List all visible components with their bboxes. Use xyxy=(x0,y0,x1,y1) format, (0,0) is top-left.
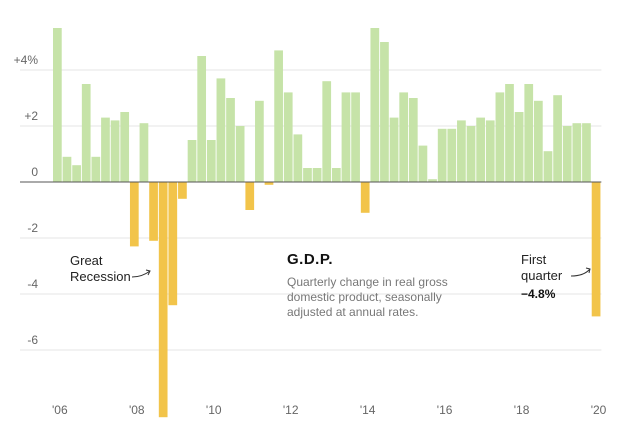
bar xyxy=(110,120,120,182)
first-quarter-label-line1: First xyxy=(521,252,547,267)
x-tick-label: '20 xyxy=(591,403,607,417)
bars-group xyxy=(53,28,601,418)
bar xyxy=(245,182,255,210)
bar xyxy=(293,134,303,182)
bar xyxy=(418,145,428,182)
recession-arrowhead xyxy=(145,269,151,276)
bar xyxy=(197,56,207,182)
recession-label-line1: Great xyxy=(70,253,103,268)
bar xyxy=(322,81,332,182)
y-tick-label: -6 xyxy=(27,333,38,347)
bar xyxy=(216,78,226,182)
y-tick-label: +2 xyxy=(24,109,38,123)
bar xyxy=(582,123,591,182)
bar xyxy=(428,179,437,182)
bar xyxy=(331,168,341,182)
y-tick-label: -2 xyxy=(27,221,38,235)
bar xyxy=(255,100,264,182)
bar xyxy=(178,182,187,199)
bar xyxy=(591,182,601,317)
bar xyxy=(360,182,370,213)
bar xyxy=(495,92,505,182)
bar xyxy=(139,123,149,182)
first-quarter-label-line2: quarter xyxy=(521,268,563,283)
bar xyxy=(399,92,409,182)
x-tick-label: '06 xyxy=(52,403,68,417)
bar xyxy=(553,95,562,182)
bar xyxy=(149,182,158,241)
bar xyxy=(562,126,572,182)
bar xyxy=(72,165,81,182)
x-axis-ticks: '06 '08 '10 '12 '14 '16 '18 '20 xyxy=(52,403,607,417)
bar xyxy=(341,92,351,182)
bar xyxy=(389,117,399,182)
bar xyxy=(534,100,543,182)
bar xyxy=(158,182,168,418)
bar xyxy=(408,98,418,182)
bar xyxy=(62,156,72,182)
recession-label-line2: Recession xyxy=(70,269,131,284)
y-tick-label: +4% xyxy=(14,53,39,67)
bar xyxy=(264,182,274,185)
bar xyxy=(543,151,553,182)
bar xyxy=(81,84,91,182)
bar xyxy=(274,50,283,183)
x-tick-label: '10 xyxy=(206,403,222,417)
bar xyxy=(235,126,245,182)
bar xyxy=(120,112,130,182)
first-quarter-arrow xyxy=(570,268,591,277)
x-tick-label: '16 xyxy=(437,403,453,417)
bar xyxy=(505,84,514,182)
bar xyxy=(370,28,380,182)
first-quarter-value: −4.8% xyxy=(521,287,556,301)
bar xyxy=(514,112,524,182)
bar xyxy=(437,128,447,182)
first-quarter-arrowhead xyxy=(585,267,591,274)
bar xyxy=(380,42,389,182)
chart-subtitle-line2: domestic product, seasonally xyxy=(287,290,442,304)
x-tick-label: '12 xyxy=(283,403,299,417)
y-axis-ticks: +4% +2 0 -2 -4 -6 xyxy=(14,53,39,347)
bar xyxy=(457,120,466,182)
chart-subtitle-line1: Quarterly change in real gross xyxy=(287,275,448,289)
bar xyxy=(303,168,312,182)
bar xyxy=(447,128,457,182)
bar xyxy=(524,84,534,182)
chart-subtitle-line3: adjusted at annual rates. xyxy=(287,305,418,319)
bar xyxy=(485,120,495,182)
bar xyxy=(572,123,582,182)
y-tick-label: 0 xyxy=(31,165,38,179)
bar xyxy=(91,156,101,182)
y-tick-label: -4 xyxy=(27,277,38,291)
chart-title: G.D.P. xyxy=(287,251,333,268)
bar xyxy=(101,117,110,182)
x-tick-label: '08 xyxy=(129,403,145,417)
bar xyxy=(351,92,360,182)
x-tick-label: '14 xyxy=(360,403,376,417)
bar xyxy=(312,168,322,182)
recession-arrow xyxy=(131,270,151,278)
bar xyxy=(206,140,216,182)
bar xyxy=(129,182,139,247)
bar xyxy=(168,182,178,306)
bar xyxy=(466,126,476,182)
x-tick-label: '18 xyxy=(514,403,530,417)
bar xyxy=(53,28,62,182)
bar xyxy=(226,98,235,182)
bar xyxy=(283,92,293,182)
bar xyxy=(187,140,197,182)
bar xyxy=(476,117,485,182)
